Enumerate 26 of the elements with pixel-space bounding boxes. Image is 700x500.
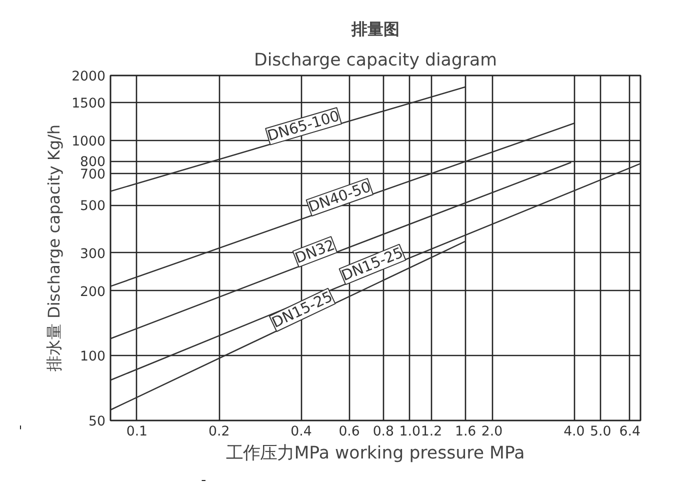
x-tick-label: 1.2	[420, 424, 442, 440]
y-tick-label: 1000	[72, 134, 106, 150]
y-tick-label: 50	[88, 414, 106, 430]
x-tick-label: 5.0	[590, 424, 612, 440]
y-tick-label: 200	[80, 284, 106, 300]
y-tick-label: 700	[80, 168, 106, 183]
y-tick-label: 1500	[72, 96, 106, 112]
x-tick-label: 0.4	[290, 424, 312, 440]
x-tick-label: 4.0	[564, 424, 585, 440]
y-tick-label: 500	[80, 199, 106, 214]
x-tick-label: 1.6	[454, 424, 476, 440]
y-tick-label: 2000	[72, 70, 106, 84]
y-axis-title: 排水量 Discharge capacity Kg/h	[44, 124, 64, 372]
x-tick-label: 0.2	[208, 424, 230, 440]
x-tick-label: 0.6	[338, 424, 360, 440]
y-tick-label: 100	[80, 350, 106, 365]
x-tick-label: 6.4	[619, 424, 640, 440]
text: DN32	[292, 236, 338, 268]
x-tick-label: 1.0	[399, 424, 420, 440]
chart-subtitle: Discharge capacity diagram	[254, 50, 498, 70]
x-tick-label: 2.0	[481, 424, 503, 440]
x-axis-title: 工作压力MPa working pressure MPa	[226, 444, 525, 464]
y-tick-label: 300	[80, 246, 106, 262]
x-tick-label: 0.8	[372, 424, 394, 440]
chart-title: 排量图	[350, 20, 400, 38]
x-tick-label: 0.1	[126, 424, 148, 440]
